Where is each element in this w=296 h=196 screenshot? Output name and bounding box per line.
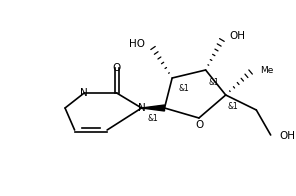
Text: O: O: [112, 63, 121, 73]
Text: N: N: [138, 103, 145, 113]
Polygon shape: [141, 105, 165, 111]
Text: O: O: [196, 120, 204, 130]
Text: &1: &1: [178, 83, 189, 93]
Text: N: N: [80, 88, 88, 98]
Text: OH: OH: [279, 131, 295, 141]
Text: Me: Me: [260, 65, 274, 74]
Text: &1: &1: [148, 113, 158, 122]
Text: &1: &1: [228, 102, 239, 111]
Text: OH: OH: [229, 31, 246, 41]
Text: &1: &1: [209, 77, 220, 86]
Text: HO: HO: [129, 39, 145, 49]
